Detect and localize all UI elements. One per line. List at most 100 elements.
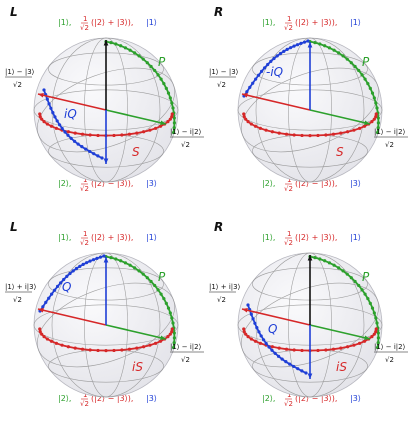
- bloch-panel-2: R|1⟩, 1√2(|2⟩ + |3⟩), |1⟩|2⟩, 1√2(|2⟩ − |3⟩…: [209, 5, 408, 193]
- blue-arc: [246, 303, 308, 375]
- red-vector: [37, 307, 107, 326]
- bottom-legend: |2⟩, 1√2(|2⟩ − |3⟩), |3⟩: [262, 176, 361, 193]
- panel-letter: R: [214, 5, 223, 19]
- red-vector: [241, 92, 311, 111]
- bottom-legend-red: (|2⟩ − |3⟩),: [91, 394, 133, 403]
- svg-text:|1⟩ − i|2⟩: |1⟩ − i|2⟩: [374, 128, 406, 136]
- frac-num: 1: [83, 176, 87, 184]
- left-ket-label: |1⟩ + i|3⟩ √2: [209, 283, 241, 304]
- bottom-legend-green: |2⟩,: [262, 179, 275, 188]
- svg-text:|1⟩ + i|3⟩: |1⟩ + i|3⟩: [5, 283, 37, 291]
- green-vector: [105, 109, 167, 126]
- frac-den: √2: [284, 239, 293, 247]
- bloch-panel-1: L|1⟩, 1√2(|2⟩ + |3⟩), |1⟩|2⟩, 1√2(|2⟩ − |3⟩…: [5, 5, 204, 193]
- bottom-legend-red: (|2⟩ − |3⟩),: [295, 394, 337, 403]
- svg-text:√2: √2: [217, 296, 226, 304]
- frac-num: 1: [287, 176, 291, 184]
- bottom-legend-green: |2⟩,: [262, 394, 275, 403]
- frac-num: 1: [83, 391, 87, 399]
- curve-labels: P SiQ: [64, 55, 166, 159]
- svg-text:|1⟩ − i|2⟩: |1⟩ − i|2⟩: [170, 128, 202, 136]
- blue-arc: [38, 254, 106, 313]
- top-legend-green: |1⟩,: [58, 18, 71, 27]
- svg-text:√2: √2: [181, 141, 190, 149]
- svg-text:|1⟩ + i|3⟩: |1⟩ + i|3⟩: [209, 283, 241, 291]
- curve-label-red: S: [336, 145, 344, 159]
- bottom-legend-green: |2⟩,: [58, 394, 71, 403]
- top-legend-blue: |1⟩: [350, 18, 361, 27]
- top-legend-green: |1⟩,: [262, 18, 275, 27]
- svg-text:√2: √2: [385, 141, 394, 149]
- curve-label-red: iS: [336, 360, 347, 374]
- green-arc: [308, 40, 380, 135]
- red-vector: [37, 92, 107, 111]
- bottom-legend-red: (|2⟩ − |3⟩),: [295, 179, 337, 188]
- top-legend-red: (|2⟩ + |3⟩),: [295, 233, 337, 242]
- curve-labels: PiS Q: [62, 270, 166, 374]
- right-ket-label: |1⟩ − i|2⟩ √2: [170, 343, 204, 364]
- svg-text:√2: √2: [13, 296, 22, 304]
- right-ket-label: |1⟩ − i|2⟩ √2: [170, 128, 204, 149]
- curve-labels: P S -iQ: [266, 55, 370, 159]
- svg-text:|1⟩ − i|2⟩: |1⟩ − i|2⟩: [170, 343, 202, 351]
- panel-letter: L: [10, 5, 18, 19]
- top-legend-red: (|2⟩ + |3⟩),: [91, 233, 133, 242]
- green-vector: [309, 109, 371, 126]
- bottom-legend-red: (|2⟩ − |3⟩),: [91, 179, 133, 188]
- frac-num: 1: [83, 230, 87, 238]
- up-vector-black: [307, 255, 313, 325]
- bottom-legend-green: |2⟩,: [58, 179, 71, 188]
- svg-text:|1⟩ − |3⟩: |1⟩ − |3⟩: [209, 68, 239, 76]
- frac-num: 1: [287, 391, 291, 399]
- bloch-panel-3: L|1⟩, 1√2(|2⟩ + |3⟩), |1⟩|2⟩, 1√2(|2⟩ − |3⟩…: [5, 220, 204, 408]
- top-legend-green: |1⟩,: [58, 233, 71, 242]
- frac-den: √2: [80, 400, 89, 408]
- curve-label-blue: iQ: [64, 107, 77, 121]
- right-ket-label: |1⟩ − i|2⟩ √2: [374, 128, 408, 149]
- curve-label-green: P: [362, 55, 370, 69]
- down-vector-blue: [103, 110, 109, 164]
- curve-label-green: P: [158, 55, 166, 69]
- frac-num: 1: [83, 15, 87, 23]
- green-vector: [105, 324, 167, 341]
- frac-den: √2: [284, 185, 293, 193]
- green-vector: [309, 324, 371, 341]
- top-legend: |1⟩, 1√2(|2⟩ + |3⟩), |1⟩: [262, 230, 361, 247]
- frac-den: √2: [284, 24, 293, 32]
- top-legend: |1⟩, 1√2(|2⟩ + |3⟩), |1⟩: [262, 15, 361, 32]
- top-legend-red: (|2⟩ + |3⟩),: [295, 18, 337, 27]
- curve-label-green: P: [158, 270, 166, 284]
- svg-text:|1⟩ − |3⟩: |1⟩ − |3⟩: [5, 68, 35, 76]
- top-legend-blue: |1⟩: [146, 18, 157, 27]
- top-legend-blue: |1⟩: [350, 233, 361, 242]
- left-ket-label: |1⟩ − |3⟩ √2: [209, 68, 239, 89]
- top-legend: |1⟩, 1√2(|2⟩ + |3⟩), |1⟩: [58, 15, 157, 32]
- green-arc: [104, 40, 176, 135]
- red-arc: [38, 327, 174, 353]
- left-ket-label: |1⟩ − |3⟩ √2: [5, 68, 35, 89]
- frac-num: 1: [287, 15, 291, 23]
- top-legend-green: |1⟩,: [262, 233, 275, 242]
- svg-text:√2: √2: [385, 356, 394, 364]
- bottom-legend-blue: |3⟩: [350, 179, 361, 188]
- top-legend-red: (|2⟩ + |3⟩),: [91, 18, 133, 27]
- curve-labels: PiS Q: [268, 270, 370, 374]
- bottom-legend-blue: |3⟩: [350, 394, 361, 403]
- svg-text:|1⟩ − i|2⟩: |1⟩ − i|2⟩: [374, 343, 406, 351]
- red-vector: [241, 307, 311, 326]
- panel-letter: L: [10, 220, 18, 234]
- frac-num: 1: [287, 230, 291, 238]
- down-vector-blue: [307, 325, 313, 379]
- top-legend: |1⟩, 1√2(|2⟩ + |3⟩), |1⟩: [58, 230, 157, 247]
- curve-label-red: S: [132, 145, 140, 159]
- up-vector-blue: [307, 42, 313, 110]
- green-arc: [308, 255, 380, 350]
- curve-label-blue: -iQ: [266, 65, 283, 79]
- svg-text:√2: √2: [181, 356, 190, 364]
- bottom-legend-blue: |3⟩: [146, 394, 157, 403]
- frac-den: √2: [80, 24, 89, 32]
- bottom-legend: |2⟩, 1√2(|2⟩ − |3⟩), |3⟩: [58, 391, 157, 408]
- panel-letter: R: [214, 220, 223, 234]
- up-vector-black: [103, 40, 109, 110]
